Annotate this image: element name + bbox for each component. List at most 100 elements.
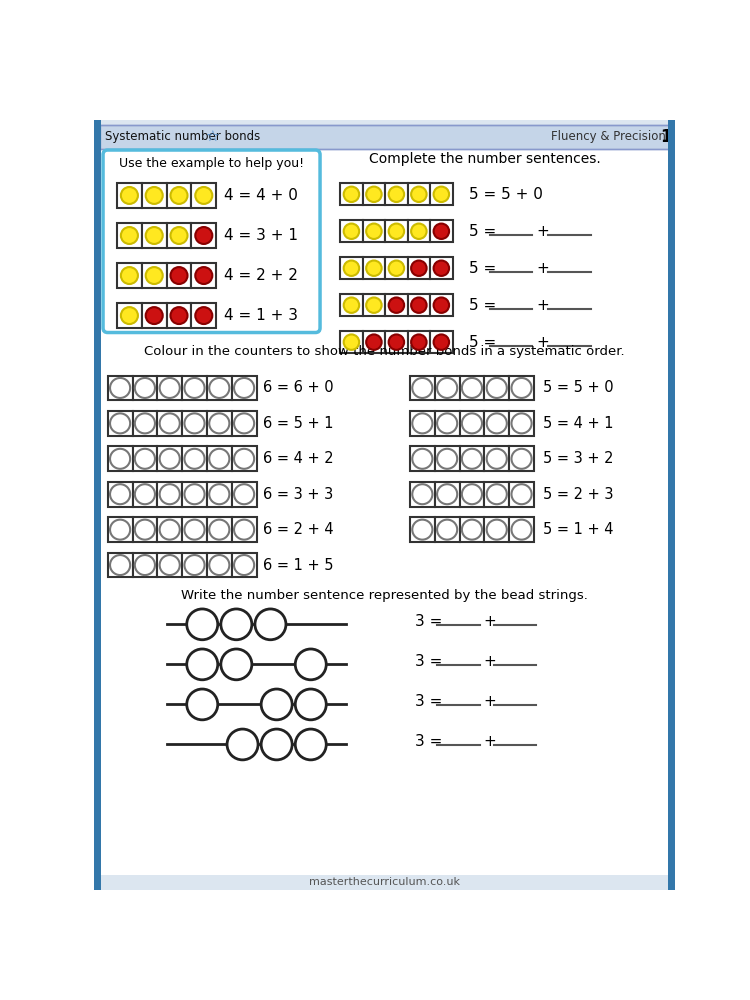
Bar [108,411,133,436]
Bar [460,411,484,436]
Circle shape [209,413,230,433]
Circle shape [135,555,155,575]
Circle shape [487,449,507,469]
Circle shape [209,449,230,469]
Text: 3 =: 3 = [416,654,448,669]
Bar [133,446,158,471]
Bar [668,120,675,890]
Bar [460,482,484,507]
Text: ☆: ☆ [205,129,218,144]
Circle shape [234,555,254,575]
Circle shape [413,520,433,540]
Bar [142,303,166,328]
Circle shape [187,649,218,680]
Circle shape [261,729,292,760]
Bar [207,411,232,436]
Circle shape [184,378,205,398]
Text: 6 = 1 + 5: 6 = 1 + 5 [262,558,333,573]
Circle shape [184,555,205,575]
Circle shape [388,187,404,202]
Circle shape [170,227,188,244]
Circle shape [487,520,507,540]
Circle shape [388,334,404,350]
Bar [117,303,142,328]
Circle shape [366,224,382,239]
Bar [435,446,460,471]
Circle shape [220,609,252,640]
Circle shape [366,297,382,313]
Bar [133,553,158,577]
Text: 4 = 4 + 0: 4 = 4 + 0 [224,188,298,203]
Circle shape [388,297,404,313]
Circle shape [135,413,155,433]
Bar [182,553,207,577]
Circle shape [110,484,130,504]
Circle shape [146,267,163,284]
Bar [108,553,133,577]
Bar [410,482,435,507]
Circle shape [462,520,482,540]
Bar [166,223,191,248]
Circle shape [184,413,205,433]
Bar [232,446,256,471]
Circle shape [234,413,254,433]
Text: Write the number sentence represented by the bead strings.: Write the number sentence represented by… [181,589,588,602]
Text: Use the example to help you!: Use the example to help you! [119,157,304,170]
Bar [232,482,256,507]
Bar [363,331,386,353]
Circle shape [110,413,130,433]
Text: 5 = 5 + 0: 5 = 5 + 0 [543,380,614,395]
Text: +: + [536,261,549,276]
Bar [166,303,191,328]
Bar [484,376,509,400]
Circle shape [160,484,180,504]
Text: Complete the number sentences.: Complete the number sentences. [369,151,601,165]
Circle shape [411,187,427,202]
Bar [386,183,408,205]
Bar [94,120,100,890]
Circle shape [487,484,507,504]
Bar [182,446,207,471]
Circle shape [170,267,188,284]
Circle shape [512,413,532,433]
Bar [207,517,232,542]
Circle shape [296,649,326,680]
Bar [340,183,363,205]
FancyBboxPatch shape [103,150,320,333]
Circle shape [160,413,180,433]
Text: Systematic number bonds: Systematic number bonds [104,130,260,143]
Circle shape [344,261,359,276]
Bar [158,376,182,400]
Text: masterthecurriculum.co.uk: masterthecurriculum.co.uk [309,877,460,887]
Text: 5 =: 5 = [469,261,501,276]
Circle shape [512,484,532,504]
Circle shape [160,520,180,540]
Circle shape [437,520,458,540]
Text: 5 = 1 + 4: 5 = 1 + 4 [543,522,614,537]
Bar [158,411,182,436]
Circle shape [462,413,482,433]
Bar [182,482,207,507]
Bar [142,223,166,248]
Circle shape [121,187,138,204]
Bar [142,183,166,208]
Circle shape [146,187,163,204]
Bar [408,220,430,242]
Bar [191,223,216,248]
Text: 6 = 3 + 3: 6 = 3 + 3 [262,487,333,502]
Bar [182,517,207,542]
Circle shape [433,334,449,350]
Circle shape [512,378,532,398]
Circle shape [433,187,449,202]
Circle shape [366,187,382,202]
Bar [435,482,460,507]
Bar [207,446,232,471]
Circle shape [344,334,359,350]
Bar [133,411,158,436]
Circle shape [146,227,163,244]
Circle shape [512,520,532,540]
Circle shape [135,378,155,398]
Text: 4 = 2 + 2: 4 = 2 + 2 [224,268,298,283]
Circle shape [411,261,427,276]
Text: 1: 1 [660,128,671,146]
